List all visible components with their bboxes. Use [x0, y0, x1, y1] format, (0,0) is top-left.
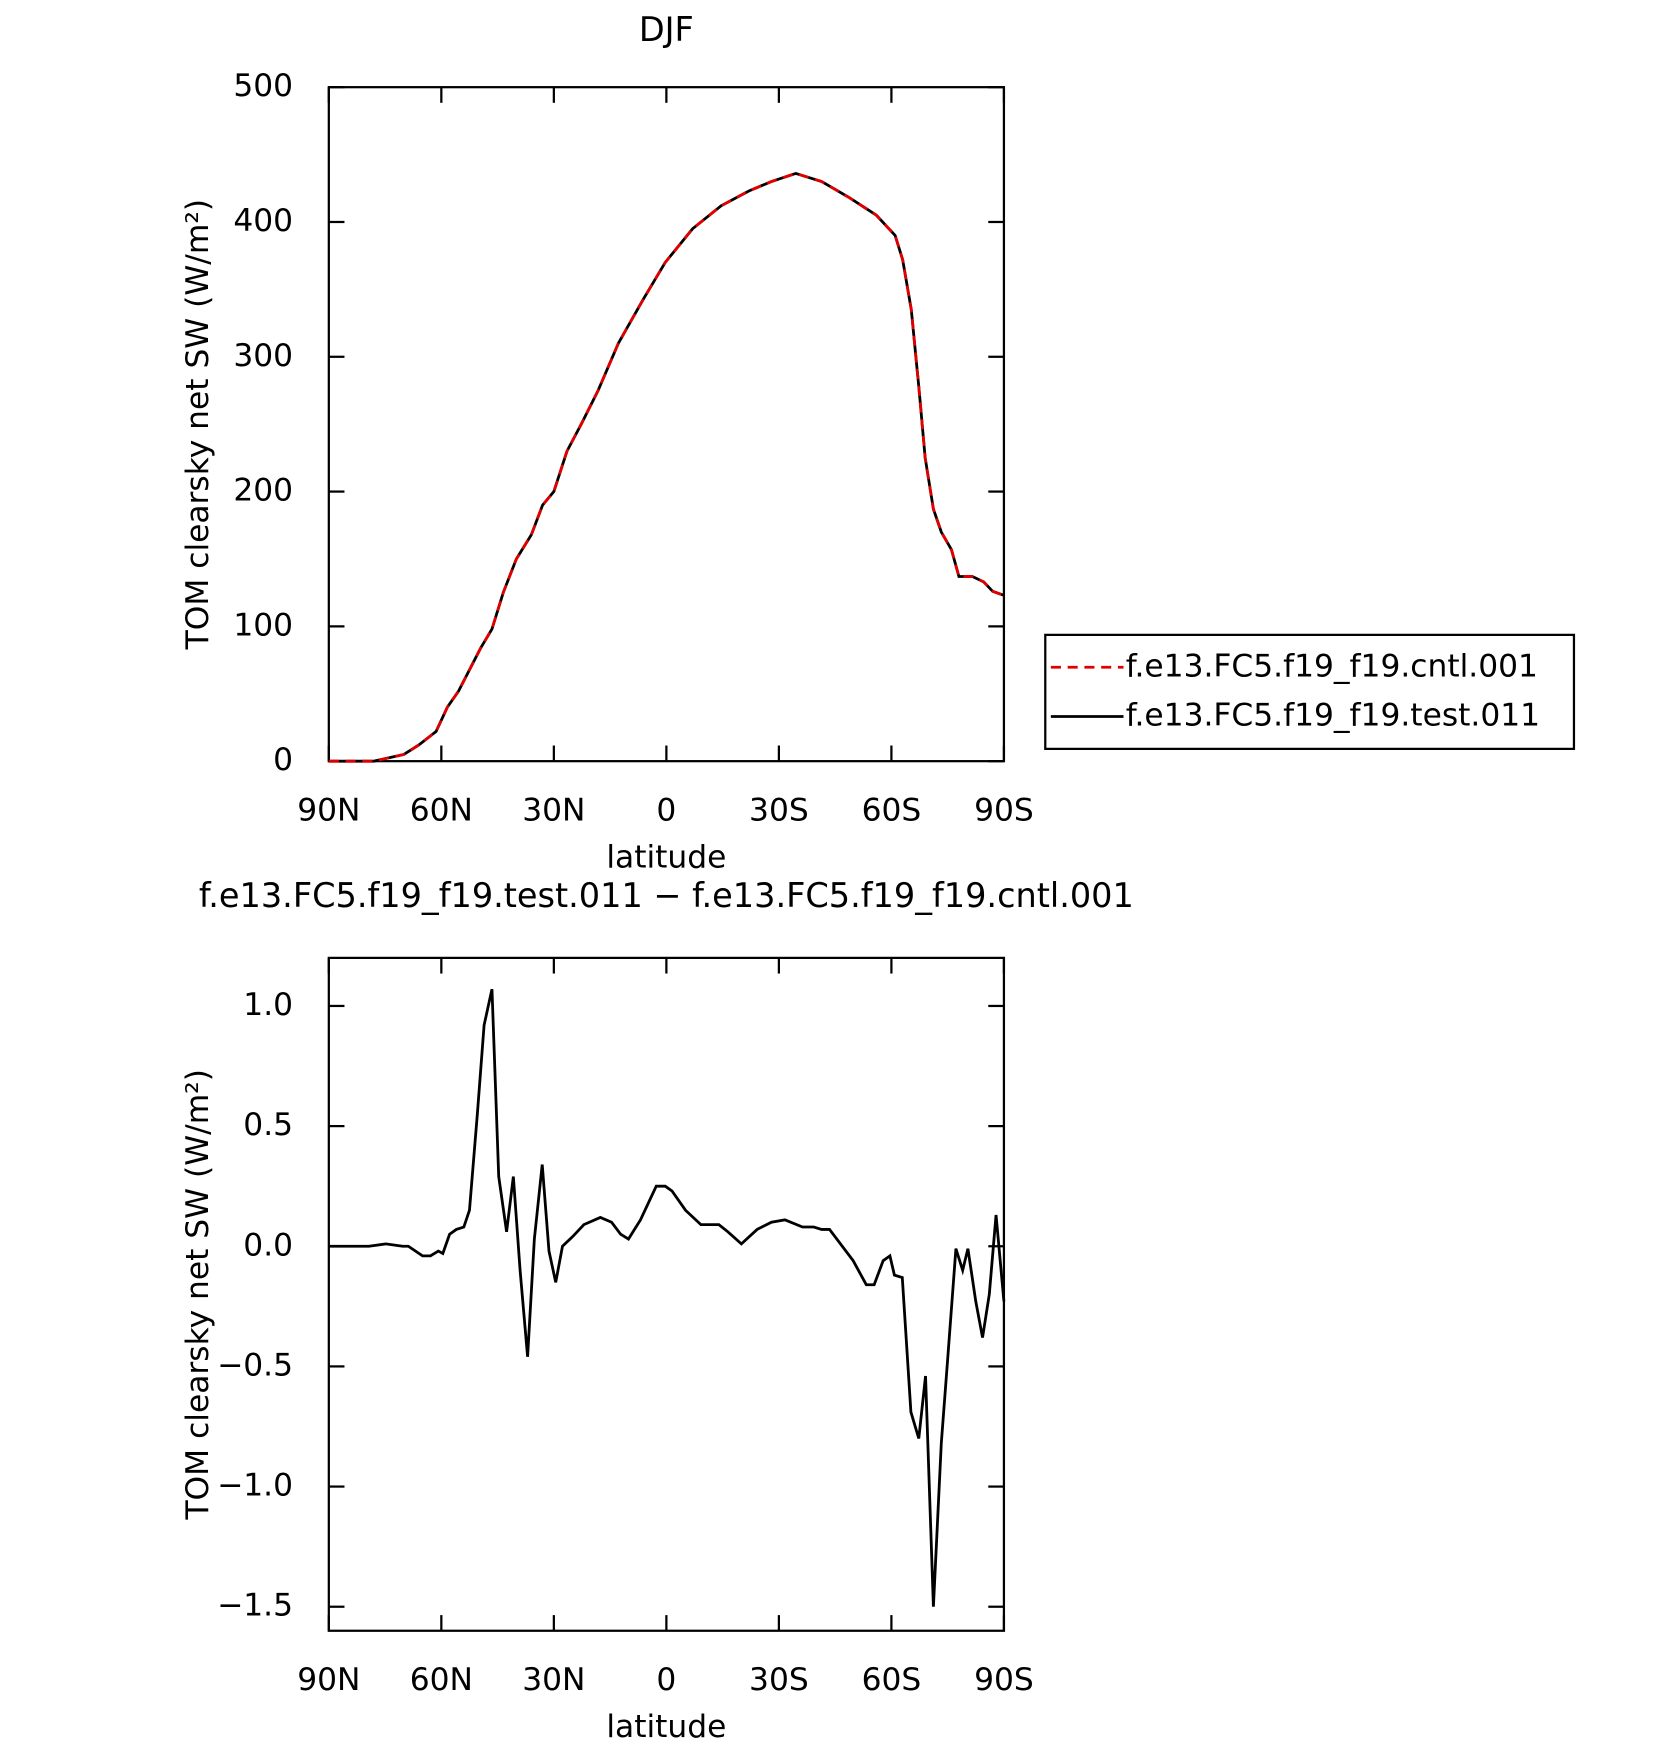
y-tick-label: 200: [233, 473, 293, 509]
x-tick-label: 60S: [862, 1662, 922, 1698]
y-tick-label: 100: [233, 607, 293, 643]
legend-box: [1044, 633, 1576, 750]
x-tick-label: 90S: [974, 1662, 1034, 1698]
legend-label: f.e13.FC5.f19_f19.cntl.001: [1126, 648, 1538, 684]
x-tick-label: 0: [656, 1662, 676, 1698]
x-tick-label: 60S: [862, 792, 922, 828]
y-tick-label: −1.5: [217, 1588, 293, 1624]
x-tick-label: 30S: [749, 1662, 809, 1698]
x-tick-label: 60N: [410, 1662, 473, 1698]
legend-label: f.e13.FC5.f19_f19.test.011: [1126, 697, 1540, 733]
x-tick-label: 0: [656, 792, 676, 828]
y-axis-label: TOM clearsky net SW (W/m²): [180, 1069, 216, 1520]
y-tick-label: 400: [233, 203, 293, 239]
data-line: [328, 171, 1005, 763]
x-tick-label: 30S: [749, 792, 809, 828]
x-axis-label: latitude: [606, 1709, 726, 1745]
x-tick-label: 30N: [522, 792, 585, 828]
y-tick-label: 500: [233, 68, 293, 104]
chart-title: DJF: [639, 10, 694, 49]
x-tick-label: 90N: [297, 792, 360, 828]
chart-title: f.e13.FC5.f19_f19.test.011 − f.e13.FC5.f…: [199, 876, 1134, 915]
y-axis-label: TOM clearsky net SW (W/m²): [180, 199, 216, 650]
plot-frame: [327, 86, 1006, 763]
x-tick-label: 30N: [522, 1662, 585, 1698]
y-tick-label: 0.5: [243, 1107, 293, 1143]
y-tick-label: −1.0: [217, 1468, 293, 1504]
y-tick-label: 0: [273, 742, 293, 778]
x-tick-label: 60N: [410, 792, 473, 828]
y-tick-label: 0.0: [243, 1227, 293, 1263]
x-axis-label: latitude: [606, 839, 726, 875]
x-tick-label: 90N: [297, 1662, 360, 1698]
y-tick-label: 300: [233, 338, 293, 374]
y-tick-label: 1.0: [243, 987, 293, 1023]
y-tick-label: −0.5: [217, 1347, 293, 1383]
x-tick-label: 90S: [974, 792, 1034, 828]
data-line: [328, 988, 1006, 1607]
